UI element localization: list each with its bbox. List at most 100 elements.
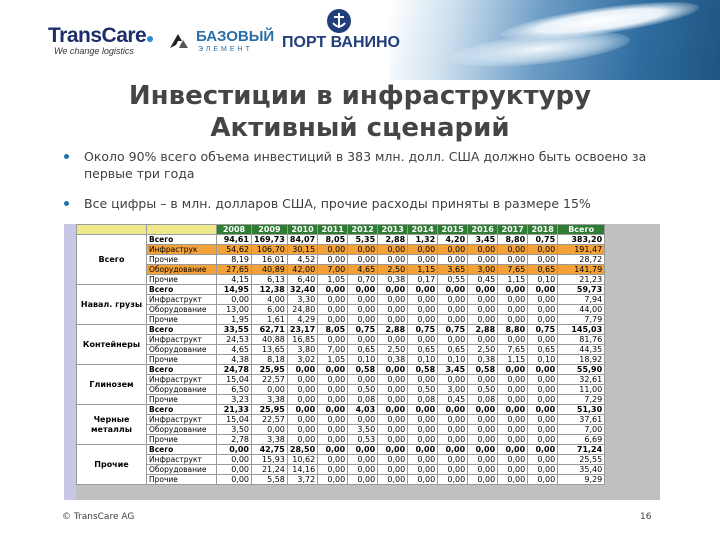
value-cell: 0,00 [348,335,378,345]
value-cell: 0,00 [318,315,348,325]
value-cell: 0,00 [408,415,438,425]
value-cell: 28,50 [287,445,317,455]
table-header-row: 2008200920102011201220132014201520162017… [77,225,605,235]
value-cell: 0,00 [438,475,468,485]
value-cell: 3,72 [287,475,317,485]
value-cell: 37,61 [558,415,605,425]
year-header: 2016 [468,225,498,235]
value-cell: 0,10 [348,355,378,365]
value-cell: 0,75 [528,235,558,245]
value-cell: 11,00 [558,385,605,395]
bullet-text: Около 90% всего объема инвестиций в 383 … [84,149,646,181]
value-cell: 0,00 [217,465,252,475]
value-cell: 0,00 [408,335,438,345]
value-cell: 0,00 [408,295,438,305]
transcare-logo: TransCare We change logistics [48,24,153,56]
row-label: Оборудование [147,465,217,475]
sea-background-image [390,0,720,80]
row-label: Всего [147,405,217,415]
value-cell: 0,00 [528,455,558,465]
value-cell: 0,00 [287,385,317,395]
value-cell: 0,00 [378,365,408,375]
row-label: Инфраструкт [147,335,217,345]
value-cell: 0,00 [468,435,498,445]
value-cell: 0,00 [498,385,528,395]
value-cell: 1,05 [318,355,348,365]
value-cell: 4,00 [252,295,288,305]
title-line2: Активный сценарий [0,112,720,144]
group-label: Черные металлы [77,405,147,445]
value-cell: 0,00 [408,425,438,435]
row-label: Прочие [147,475,217,485]
value-cell: 3,65 [438,265,468,275]
value-cell: 16,85 [287,335,317,345]
value-cell: 0,00 [498,375,528,385]
value-cell: 2,78 [217,435,252,445]
value-cell: 9,29 [558,475,605,485]
value-cell: 0,00 [498,315,528,325]
value-cell: 0,00 [498,255,528,265]
row-label: Оборудование [147,425,217,435]
value-cell: 0,00 [287,425,317,435]
investment-table: 2008200920102011201220132014201520162017… [76,224,605,485]
value-cell: 0,00 [217,445,252,455]
value-cell: 8,18 [252,355,288,365]
value-cell: 7,65 [498,265,528,275]
value-cell: 0,58 [408,365,438,375]
value-cell: 62,71 [252,325,288,335]
value-cell: 44,35 [558,345,605,355]
row-label: Прочие [147,315,217,325]
value-cell: 0,00 [468,335,498,345]
value-cell: 0,00 [287,365,317,375]
value-cell: 0,65 [438,345,468,355]
value-cell: 0,38 [378,275,408,285]
value-cell: 0,00 [528,425,558,435]
value-cell: 0,00 [468,305,498,315]
value-cell: 0,00 [468,375,498,385]
value-cell: 40,89 [252,265,288,275]
table-row: ВсегоВсего94,61169,7384,078,055,352,881,… [77,235,605,245]
value-cell: 0,00 [378,425,408,435]
table-row: Оборудование27,6540,8942,007,004,652,501… [77,265,605,275]
year-header: 2018 [528,225,558,235]
table-row: Прочие2,783,380,000,000,530,000,000,000,… [77,435,605,445]
value-cell: 0,00 [528,375,558,385]
value-cell: 0,00 [468,295,498,305]
value-cell: 0,00 [348,315,378,325]
value-cell: 0,65 [528,265,558,275]
value-cell: 4,03 [348,405,378,415]
value-cell: 0,00 [468,285,498,295]
value-cell: 0,55 [438,275,468,285]
table-row: Инфраструкт15,0422,570,000,000,000,000,0… [77,415,605,425]
table-row: Прочие8,1916,014,520,000,000,000,000,000… [77,255,605,265]
value-cell: 2,88 [378,235,408,245]
row-label: Инфраструкт [147,455,217,465]
row-label: Инфраструкт [147,415,217,425]
value-cell: 54,62 [217,245,252,255]
value-cell: 0,00 [318,295,348,305]
value-cell: 0,00 [408,285,438,295]
value-cell: 15,04 [217,415,252,425]
value-cell: 0,00 [287,405,317,415]
anchor-emblem-icon [326,8,352,34]
value-cell: 33,55 [217,325,252,335]
row-label: Всего [147,365,217,375]
value-cell: 6,50 [217,385,252,395]
value-cell: 0,00 [378,285,408,295]
group-label: Глинозем [77,365,147,405]
table-row: ПрочиеВсего0,0042,7528,500,000,000,000,0… [77,445,605,455]
value-cell: 1,95 [217,315,252,325]
value-cell: 0,00 [348,305,378,315]
value-cell: 0,00 [498,455,528,465]
row-label: Оборудование [147,385,217,395]
value-cell: 0,00 [498,435,528,445]
value-cell: 0,00 [498,405,528,415]
value-cell: 0,00 [438,245,468,255]
value-cell: 0,00 [438,435,468,445]
value-cell: 6,69 [558,435,605,445]
bazovy-element-icon [168,30,190,52]
value-cell: 0,00 [408,375,438,385]
value-cell: 14,16 [287,465,317,475]
value-cell: 0,00 [318,255,348,265]
value-cell: 81,76 [558,335,605,345]
